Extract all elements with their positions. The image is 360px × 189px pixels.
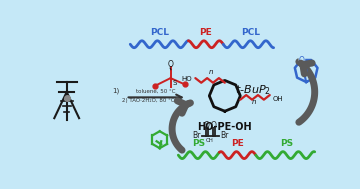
Text: Br: Br bbox=[220, 131, 229, 140]
Text: 1): 1) bbox=[112, 88, 120, 94]
Text: PE: PE bbox=[199, 28, 212, 37]
Text: n: n bbox=[252, 98, 256, 105]
Text: t-BuP$_2$: t-BuP$_2$ bbox=[235, 84, 271, 97]
Text: PS: PS bbox=[280, 139, 293, 148]
Text: PCL: PCL bbox=[241, 28, 260, 37]
Text: HO: HO bbox=[182, 76, 192, 82]
Text: PE: PE bbox=[231, 139, 244, 148]
Text: 2) TAO·2H₂O, 80 °C: 2) TAO·2H₂O, 80 °C bbox=[122, 98, 175, 103]
Text: n: n bbox=[208, 69, 213, 75]
Text: PCL: PCL bbox=[150, 28, 169, 37]
Text: OH: OH bbox=[273, 96, 283, 102]
Text: O: O bbox=[204, 121, 210, 130]
Text: O: O bbox=[302, 67, 307, 77]
Text: O: O bbox=[168, 60, 174, 69]
Text: Br: Br bbox=[192, 131, 201, 140]
Text: O: O bbox=[299, 56, 305, 64]
Text: toluene, 50 °C: toluene, 50 °C bbox=[136, 89, 176, 94]
Text: CH: CH bbox=[205, 138, 213, 143]
Text: HO-PE-OH: HO-PE-OH bbox=[198, 122, 252, 132]
Text: S: S bbox=[172, 80, 176, 86]
FancyBboxPatch shape bbox=[47, 25, 322, 166]
Text: PS: PS bbox=[192, 139, 205, 148]
Text: O: O bbox=[211, 121, 217, 130]
